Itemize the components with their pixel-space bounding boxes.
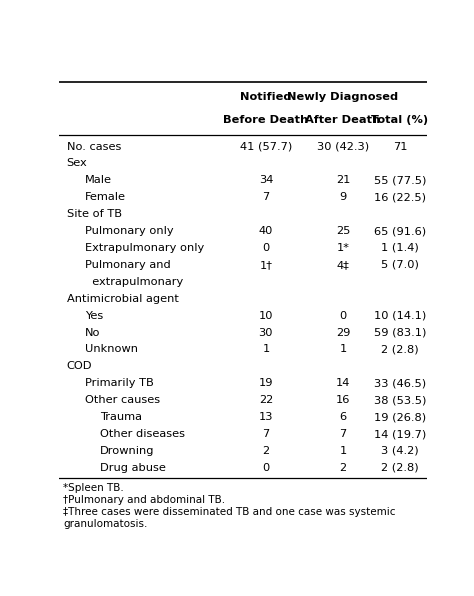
Text: extrapulmonary: extrapulmonary [85, 277, 183, 287]
Text: 6: 6 [339, 412, 346, 422]
Text: 65 (91.6): 65 (91.6) [374, 226, 426, 236]
Text: 1: 1 [339, 344, 346, 355]
Text: 10 (14.1): 10 (14.1) [374, 311, 426, 321]
Text: 41 (57.7): 41 (57.7) [240, 141, 292, 151]
Text: 0: 0 [262, 243, 270, 253]
Text: Notified: Notified [240, 92, 292, 101]
Text: Yes: Yes [85, 311, 103, 321]
Text: 7: 7 [262, 429, 270, 439]
Text: 1: 1 [339, 446, 346, 456]
Text: Female: Female [85, 193, 126, 202]
Text: Sex: Sex [66, 159, 87, 169]
Text: 1 (1.4): 1 (1.4) [381, 243, 419, 253]
Text: 13: 13 [259, 412, 273, 422]
Text: Before Death: Before Death [223, 115, 309, 125]
Text: granulomatosis.: granulomatosis. [63, 519, 147, 529]
Text: *Spleen TB.: *Spleen TB. [63, 483, 124, 493]
Text: 33 (46.5): 33 (46.5) [374, 378, 426, 388]
Text: 21: 21 [336, 175, 350, 185]
Text: 3 (4.2): 3 (4.2) [381, 446, 419, 456]
Text: 29: 29 [336, 328, 350, 337]
Text: 14: 14 [336, 378, 350, 388]
Text: Unknown: Unknown [85, 344, 138, 355]
Text: 38 (53.5): 38 (53.5) [374, 395, 426, 405]
Text: Trauma: Trauma [100, 412, 142, 422]
Text: 25: 25 [336, 226, 350, 236]
Text: 40: 40 [259, 226, 273, 236]
Text: No: No [85, 328, 100, 337]
Text: 22: 22 [259, 395, 273, 405]
Text: 7: 7 [262, 193, 270, 202]
Text: Drowning: Drowning [100, 446, 154, 456]
Text: 14 (19.7): 14 (19.7) [374, 429, 426, 439]
Text: 5 (7.0): 5 (7.0) [381, 260, 419, 270]
Text: 1†: 1† [259, 260, 273, 270]
Text: Antimicrobial agent: Antimicrobial agent [66, 294, 179, 304]
Text: Primarily TB: Primarily TB [85, 378, 154, 388]
Text: Pulmonary only: Pulmonary only [85, 226, 173, 236]
Text: 2: 2 [262, 446, 269, 456]
Text: 7: 7 [339, 429, 346, 439]
Text: 19: 19 [259, 378, 273, 388]
Text: 16: 16 [336, 395, 350, 405]
Text: 71: 71 [393, 141, 407, 151]
Text: Extrapulmonary only: Extrapulmonary only [85, 243, 204, 253]
Text: 0: 0 [339, 311, 346, 321]
Text: 30: 30 [259, 328, 273, 337]
Text: 9: 9 [339, 193, 346, 202]
Text: ‡Three cases were disseminated TB and one case was systemic: ‡Three cases were disseminated TB and on… [63, 507, 395, 517]
Text: 10: 10 [259, 311, 273, 321]
Text: 0: 0 [262, 463, 270, 473]
Text: Newly Diagnosed: Newly Diagnosed [287, 92, 399, 101]
Text: 2 (2.8): 2 (2.8) [381, 344, 419, 355]
Text: Male: Male [85, 175, 112, 185]
Text: 34: 34 [259, 175, 273, 185]
Text: 19 (26.8): 19 (26.8) [374, 412, 426, 422]
Text: COD: COD [66, 361, 92, 371]
Text: Pulmonary and: Pulmonary and [85, 260, 171, 270]
Text: No. cases: No. cases [66, 141, 121, 151]
Text: Other causes: Other causes [85, 395, 160, 405]
Text: 30 (42.3): 30 (42.3) [317, 141, 369, 151]
Text: 55 (77.5): 55 (77.5) [374, 175, 426, 185]
Text: Drug abuse: Drug abuse [100, 463, 165, 473]
Text: 2: 2 [339, 463, 346, 473]
Text: 16 (22.5): 16 (22.5) [374, 193, 426, 202]
Text: 1: 1 [262, 344, 270, 355]
Text: 2 (2.8): 2 (2.8) [381, 463, 419, 473]
Text: 4‡: 4‡ [337, 260, 349, 270]
Text: After Death: After Death [305, 115, 381, 125]
Text: 59 (83.1): 59 (83.1) [374, 328, 426, 337]
Text: Other diseases: Other diseases [100, 429, 185, 439]
Text: Total (%): Total (%) [372, 115, 428, 125]
Text: Site of TB: Site of TB [66, 209, 122, 219]
Text: 1*: 1* [337, 243, 349, 253]
Text: †Pulmonary and abdominal TB.: †Pulmonary and abdominal TB. [63, 495, 225, 505]
